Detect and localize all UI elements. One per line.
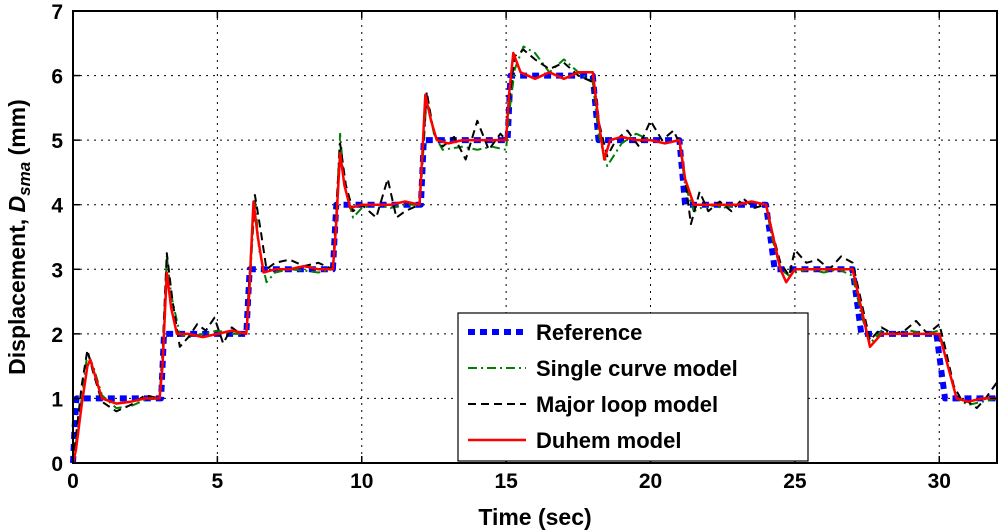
series-duhem-model (71, 51, 997, 464)
y-axis-label: Displacement, Dsma (mm) (4, 99, 34, 375)
plot-frame (72, 10, 998, 464)
y-tick-label: 6 (51, 66, 63, 89)
y-tick-label: 1 (51, 388, 63, 411)
x-tick-label: 25 (783, 470, 807, 493)
series-lines (70, 45, 998, 464)
series-major-loop-model (72, 48, 998, 464)
x-tick-label: 0 (67, 470, 79, 493)
x-tick-label: 20 (639, 470, 662, 493)
y-tick-label: 5 (51, 130, 63, 153)
x-tick-label: 15 (494, 470, 518, 493)
axis-ticks: 0 5 10 15 20 25 30 0 1 2 3 4 5 6 7 (51, 1, 997, 493)
y-tick-label: 3 (51, 259, 63, 282)
x-tick-label: 10 (350, 470, 373, 493)
legend-label-single-curve-model: Single curve model (536, 356, 738, 381)
y-tick-label: 4 (51, 195, 63, 218)
x-tick-label: 5 (212, 470, 224, 493)
legend-label-duhem-model: Duhem model (536, 428, 681, 453)
x-axis-label: Time (sec) (478, 504, 591, 530)
x-tick-label: 30 (928, 470, 951, 493)
y-tick-label: 7 (51, 1, 63, 24)
legend-label-reference: Reference (536, 320, 642, 345)
legend-label-major-loop-model: Major loop model (536, 392, 718, 417)
y-tick-label: 2 (51, 324, 63, 347)
y-tick-label: 0 (51, 453, 63, 476)
legend-box (457, 312, 809, 462)
legend: Reference Single curve model Major loop mo… (457, 312, 809, 462)
